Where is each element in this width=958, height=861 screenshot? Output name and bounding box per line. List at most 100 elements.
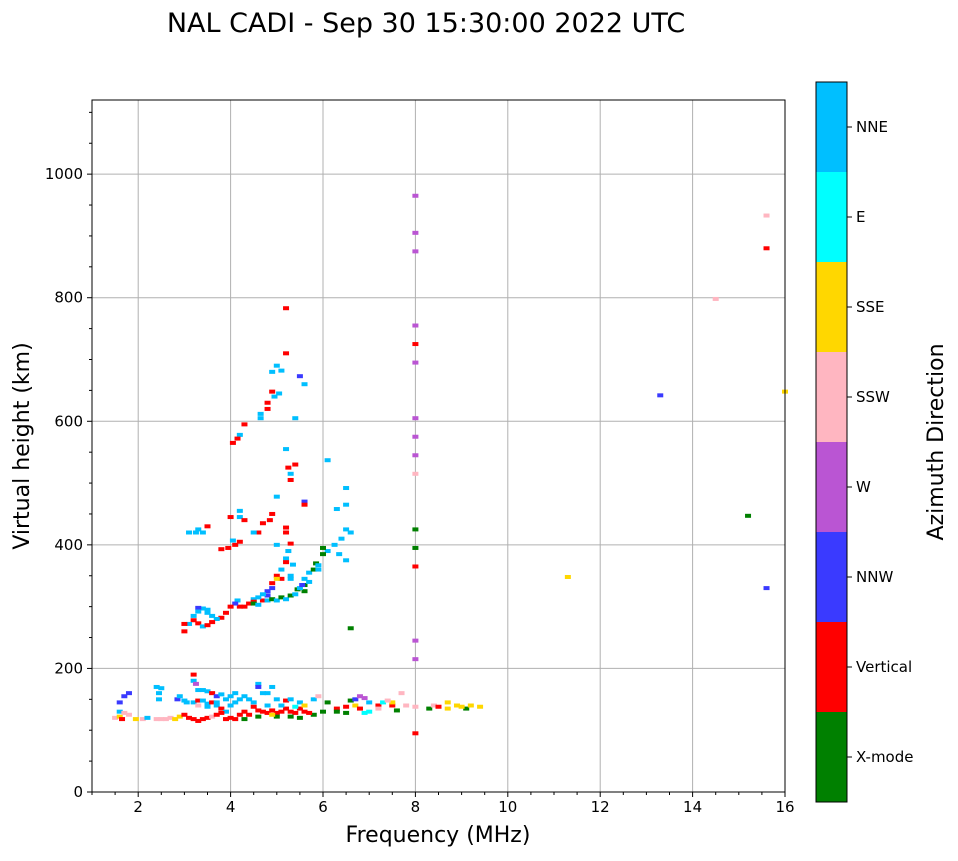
data-point-vertical	[232, 717, 239, 722]
data-point-nne	[273, 363, 280, 368]
data-point-nnw	[657, 393, 664, 398]
data-point-vertical	[389, 703, 396, 708]
data-point-nne	[331, 542, 338, 547]
data-point-nne	[324, 549, 331, 554]
colorbar-label: Azimuth Direction	[924, 343, 949, 540]
data-point-vertical	[356, 706, 363, 711]
data-point-nne	[269, 684, 276, 689]
data-point-vertical	[204, 623, 211, 628]
data-point-vertical	[225, 545, 232, 550]
data-point-vertical	[375, 703, 382, 708]
data-point-x-mode	[320, 552, 326, 557]
data-point-nne	[250, 700, 257, 705]
data-point-nne	[204, 607, 211, 612]
data-point-nnw	[116, 700, 123, 705]
data-point-vertical	[236, 712, 243, 717]
data-point-vertical	[227, 715, 234, 720]
data-point-w	[412, 360, 419, 365]
data-point-ssw	[430, 703, 437, 708]
data-point-nne	[324, 458, 331, 463]
data-point-nne	[199, 530, 206, 535]
data-point-vertical	[287, 477, 294, 482]
data-point-nne	[204, 610, 211, 615]
data-point-x-mode	[320, 545, 326, 550]
data-point-vertical	[287, 541, 294, 546]
colorbar-swatch-ssw	[816, 352, 847, 442]
data-point-vertical	[255, 530, 262, 535]
data-point-vertical	[301, 502, 308, 507]
x-tick-label: 4	[226, 798, 236, 816]
data-point-vertical	[333, 706, 340, 711]
data-point-vertical	[181, 629, 188, 634]
colorbar-swatch-vertical	[816, 622, 847, 712]
colorbar-swatch-x-mode	[816, 712, 847, 802]
data-point-nne	[264, 703, 271, 708]
data-point-x-mode	[347, 626, 354, 631]
data-point-vertical	[218, 706, 225, 711]
data-point-nnw	[195, 605, 202, 610]
data-point-nne	[213, 703, 220, 708]
data-point-vertical	[204, 524, 211, 529]
data-point-vertical	[246, 601, 253, 606]
data-point-nne	[232, 691, 239, 696]
data-point-nnw	[763, 586, 770, 591]
data-point-w	[412, 193, 419, 198]
data-point-nne	[276, 391, 283, 396]
data-point-nne	[338, 536, 345, 541]
data-point-nne	[289, 562, 296, 567]
data-point-nne	[234, 598, 241, 603]
data-point-nne	[269, 369, 276, 374]
data-point-vertical	[186, 715, 193, 720]
data-point-nne	[195, 688, 202, 693]
colorbar-swatch-w	[816, 442, 847, 532]
data-point-nne	[315, 563, 322, 568]
data-point-nne	[292, 592, 299, 597]
data-point-vertical	[264, 406, 271, 411]
data-point-vertical	[213, 712, 220, 717]
data-point-nne	[190, 678, 197, 683]
data-point-vertical	[227, 515, 234, 520]
data-point-nne	[257, 416, 264, 421]
data-point-x-mode	[273, 714, 280, 719]
data-point-x-mode	[287, 593, 294, 598]
data-point-sse	[467, 703, 474, 708]
data-point-nne	[199, 698, 206, 703]
data-point-vertical	[227, 604, 234, 609]
data-point-nne	[229, 538, 236, 543]
data-point-nne	[236, 508, 243, 513]
data-point-vertical	[343, 704, 350, 709]
data-point-nne	[236, 432, 243, 437]
data-point-vertical	[763, 246, 770, 251]
data-point-nne	[195, 527, 202, 532]
data-point-nne	[222, 709, 229, 714]
colorbar-label-e: E	[856, 208, 865, 226]
data-point-vertical	[269, 581, 276, 586]
data-point-x-mode	[426, 706, 433, 711]
data-point-e	[380, 700, 387, 705]
data-point-vertical	[278, 709, 285, 714]
data-point-nne	[306, 579, 313, 584]
colorbar-swatch-nne	[816, 82, 847, 172]
data-point-nne	[296, 586, 303, 591]
data-point-ssw	[139, 717, 146, 722]
data-point-nne	[227, 694, 234, 699]
data-point-vertical	[190, 618, 197, 623]
data-point-nne	[250, 530, 257, 535]
data-point-e	[361, 710, 368, 715]
data-point-nne	[186, 530, 193, 535]
data-point-vertical	[229, 440, 236, 445]
data-point-vertical	[199, 717, 206, 722]
data-point-vertical	[273, 573, 280, 578]
data-point-nne	[213, 617, 220, 621]
data-point-vertical	[435, 704, 442, 709]
data-point-nne	[343, 486, 350, 491]
data-point-w	[412, 416, 419, 421]
data-point-w	[412, 453, 419, 458]
data-point-sse	[444, 700, 451, 705]
data-point-vertical	[283, 530, 290, 535]
data-point-w	[192, 681, 199, 686]
data-point-nne	[283, 597, 290, 602]
data-point-nne	[255, 595, 262, 600]
data-point-vertical	[195, 698, 202, 703]
data-point-nne	[155, 697, 162, 702]
